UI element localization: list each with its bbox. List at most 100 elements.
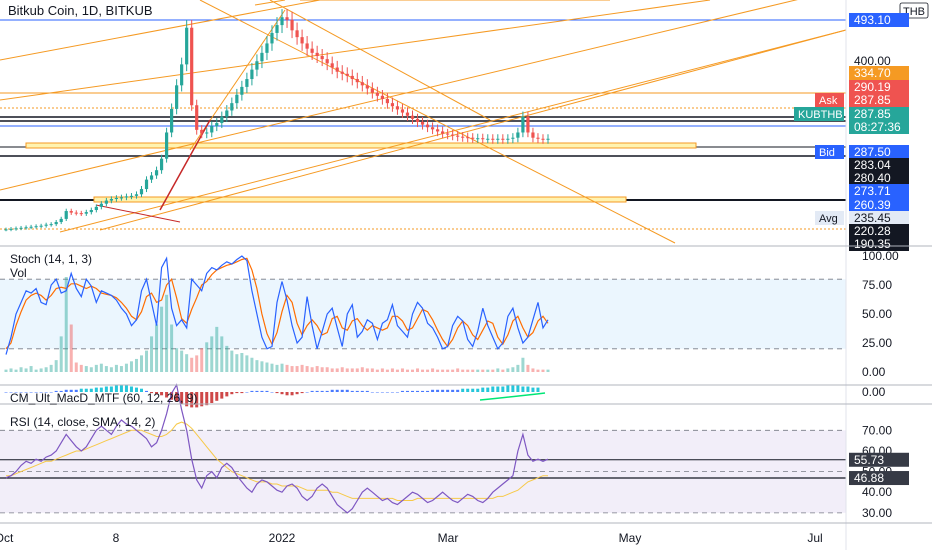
macd-bar xyxy=(265,390,269,392)
volume-bar xyxy=(516,364,520,372)
macd-bar xyxy=(360,390,364,392)
macd-bar xyxy=(24,392,28,393)
trend-line xyxy=(254,0,286,6)
candle xyxy=(144,179,149,190)
volume-bar xyxy=(69,324,73,372)
candle xyxy=(531,132,535,138)
macd-bar xyxy=(64,389,68,392)
macd-label: CM_Ult_MacD_MTF (60, 12, 26, 9) xyxy=(10,391,198,405)
candle xyxy=(466,137,470,139)
macd-bar xyxy=(325,390,329,392)
time-axis: Oct 8 2022 Mar May Jul xyxy=(0,531,823,545)
rsi-tick: 40.00 xyxy=(862,485,892,499)
candle xyxy=(69,211,73,213)
candle xyxy=(501,138,505,140)
macd-bar xyxy=(416,390,420,392)
volume-bar xyxy=(225,345,229,372)
volume-bar xyxy=(104,366,108,372)
macd-bar xyxy=(285,392,289,396)
macd-bar xyxy=(200,392,204,407)
candle xyxy=(305,43,309,49)
stoch-k-line xyxy=(5,255,549,355)
macd-bar xyxy=(496,386,500,392)
trend-line-red xyxy=(95,204,181,223)
price-label-box xyxy=(849,80,909,94)
volume-bar xyxy=(521,357,525,372)
macd-bar xyxy=(395,392,399,393)
candle xyxy=(536,137,540,139)
macd-bar xyxy=(245,392,249,393)
candle xyxy=(415,118,420,122)
macd-bar xyxy=(59,390,63,392)
price-label-box xyxy=(849,93,909,107)
macd-signal xyxy=(479,392,546,401)
stoch-tick: 25.00 xyxy=(862,336,892,350)
volume-bar xyxy=(526,364,530,372)
volume-bar xyxy=(150,336,154,372)
candle xyxy=(340,71,344,74)
stoch-tick: 100.00 xyxy=(862,249,899,263)
candle xyxy=(380,95,384,99)
volume-bar xyxy=(84,366,88,372)
volume-bar xyxy=(355,368,359,372)
macd-bar xyxy=(411,390,414,392)
candle xyxy=(335,67,339,72)
candle xyxy=(265,43,269,53)
volume-bar xyxy=(476,369,480,372)
time-tick: Jul xyxy=(807,531,822,545)
volume-bar xyxy=(491,369,495,372)
rsi-value-box xyxy=(849,471,909,486)
macd-bar xyxy=(385,392,389,393)
volume-bar xyxy=(205,342,209,372)
candle xyxy=(4,229,8,231)
volume-bar xyxy=(411,369,414,372)
macd-bar xyxy=(290,392,294,396)
candle xyxy=(89,210,93,213)
price-label-box xyxy=(849,171,909,185)
candle xyxy=(526,116,530,133)
volume-bar xyxy=(310,367,314,372)
volume-bar xyxy=(431,368,435,372)
macd-bar xyxy=(476,388,480,392)
candle xyxy=(215,123,219,127)
rsi-label: RSI (14, close, SMA, 14, 2) xyxy=(10,415,156,429)
candle xyxy=(164,132,169,159)
macd-bar xyxy=(104,386,108,392)
macd-bar xyxy=(84,388,88,392)
volume-bar xyxy=(380,368,384,372)
volume-bar xyxy=(79,364,83,372)
volume-bar xyxy=(481,369,485,372)
zone-rect-lower xyxy=(93,196,627,203)
volume-bar xyxy=(185,354,189,372)
volume-bar xyxy=(446,369,450,372)
candle xyxy=(420,122,425,125)
macd-bar xyxy=(134,387,138,392)
vol-label: Vol xyxy=(10,266,27,280)
candle xyxy=(260,52,264,62)
macd-bar xyxy=(330,389,334,392)
macd-bar xyxy=(89,388,93,392)
macd-bar xyxy=(220,392,224,399)
candle xyxy=(34,226,38,228)
volume-bar xyxy=(24,368,28,372)
candle xyxy=(375,92,379,96)
candle xyxy=(235,94,239,104)
volume-bar xyxy=(94,364,98,372)
volume-bar xyxy=(496,368,500,372)
macd-bar xyxy=(320,390,324,392)
price-tag-box xyxy=(815,211,844,225)
macd-bar xyxy=(431,389,435,392)
volume-bar xyxy=(190,357,194,372)
macd-bar xyxy=(405,390,409,392)
volume-bar xyxy=(265,362,269,372)
rsi-tick: 70.00 xyxy=(862,423,892,437)
volume-bar xyxy=(400,368,404,372)
macd-bar xyxy=(190,392,194,408)
price-label: 334.70 xyxy=(854,66,891,80)
macd-bar xyxy=(506,385,510,392)
candle xyxy=(129,195,134,197)
macd-bar xyxy=(280,392,284,395)
candle xyxy=(149,175,154,180)
price-label-box xyxy=(849,184,909,198)
